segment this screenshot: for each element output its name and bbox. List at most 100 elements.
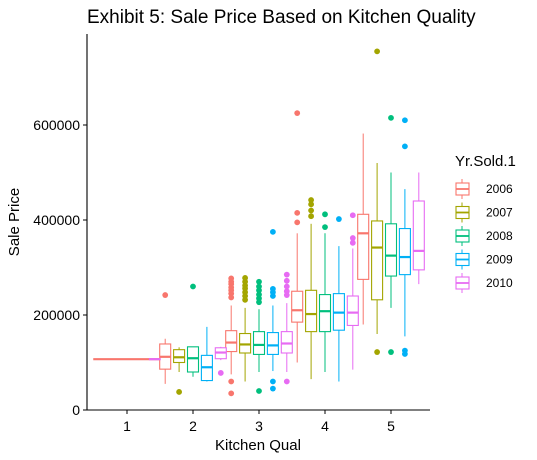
box-2006-cat-2 — [159, 292, 172, 384]
box-2006-cat-4 — [291, 110, 304, 363]
y-tick-label: 400000 — [33, 212, 80, 228]
outlier-point — [402, 117, 408, 124]
box-body — [346, 295, 359, 327]
box-2009-cat-2 — [200, 326, 213, 382]
box-2010-cat-2 — [214, 346, 227, 376]
box-2007-cat-2 — [173, 347, 186, 395]
outlier-point — [228, 378, 235, 385]
legend-label: 2009 — [486, 253, 513, 267]
legend-label: 2006 — [486, 182, 513, 196]
outlier-point — [402, 143, 408, 150]
box-body — [357, 213, 370, 280]
box-2007-cat-3 — [239, 275, 252, 382]
y-tick-label: 200000 — [33, 307, 80, 323]
box-body — [384, 223, 398, 277]
x-tick-label: 2 — [189, 418, 197, 434]
outlier-point — [388, 114, 394, 121]
outlier-point — [322, 211, 328, 218]
y-tick-label: 600000 — [33, 117, 80, 133]
box-2007-cat-5 — [371, 48, 384, 355]
outlier-point — [256, 278, 262, 285]
outlier-point — [349, 212, 356, 219]
outlier-point — [217, 370, 224, 376]
box-body — [371, 220, 384, 301]
outlier-point — [270, 378, 276, 385]
outlier-point — [283, 283, 290, 290]
outlier-point — [283, 378, 290, 385]
legend-item-2010: 2010 — [455, 273, 513, 293]
axes: 0 200000 400000 600000 1 2 3 4 5 — [33, 34, 430, 434]
outlier-point — [162, 292, 169, 298]
outlier-point — [190, 283, 196, 290]
outlier-point — [228, 390, 235, 397]
y-axis-title: Sale Price — [6, 188, 23, 256]
x-tick-label: 3 — [255, 418, 263, 434]
outlier-point — [322, 224, 328, 231]
box-body — [252, 331, 266, 355]
x-tick-label: 4 — [321, 418, 329, 434]
box-2008-cat-2 — [186, 283, 200, 377]
legend-item-2006: 2006 — [455, 179, 513, 199]
box-body — [412, 200, 425, 271]
legend: 2006 2007 2008 2009 2010 — [455, 179, 513, 293]
box-2008-cat-5 — [384, 114, 398, 355]
outlier-point — [336, 216, 342, 222]
box-body — [173, 349, 186, 364]
outlier-point — [270, 285, 276, 292]
box-body — [280, 331, 293, 354]
outlier-point — [374, 349, 380, 355]
outlier-point — [256, 291, 262, 298]
outlier-point — [283, 288, 290, 295]
x-tick-label: 1 — [123, 418, 131, 434]
box-2010-cat-4 — [346, 212, 359, 370]
legend-item-2008: 2008 — [455, 226, 513, 246]
outlier-point — [294, 110, 301, 117]
box-body — [225, 330, 238, 353]
box-2009-cat-5 — [398, 117, 411, 357]
outlier-point — [294, 219, 301, 226]
x-axis-title: Kitchen Qual — [215, 437, 301, 454]
legend-label: 2008 — [486, 229, 513, 243]
outlier-point — [308, 201, 314, 208]
box-2006-cat-5 — [357, 133, 370, 325]
outlier-point — [308, 213, 314, 220]
box-2008-cat-4 — [318, 211, 332, 372]
outlier-point — [283, 277, 290, 284]
box-2006-cat-3 — [225, 275, 238, 397]
outlier-point — [349, 239, 356, 246]
outlier-point — [228, 275, 235, 282]
legend-item-2007: 2007 — [455, 202, 513, 223]
outlier-point — [294, 209, 301, 216]
x-tick-label: 5 — [387, 418, 395, 434]
box-body — [266, 332, 279, 355]
plot-area — [93, 48, 425, 397]
outlier-point — [349, 235, 356, 241]
outlier-point — [256, 283, 262, 290]
outlier-point — [308, 207, 314, 214]
box-body — [305, 289, 318, 333]
legend-title: Yr.Sold.1 — [455, 153, 516, 170]
outlier-point — [176, 389, 183, 395]
outlier-point — [242, 275, 249, 281]
box-2009-cat-3 — [266, 228, 279, 392]
box-2008-cat-3 — [252, 278, 266, 394]
outlier-point — [256, 388, 262, 394]
box-2007-cat-4 — [305, 197, 318, 380]
outlier-point — [270, 228, 276, 235]
legend-item-2009: 2009 — [455, 249, 513, 270]
box-2010-cat-3 — [280, 271, 293, 385]
legend-label: 2007 — [486, 206, 513, 220]
y-tick-label: 0 — [72, 402, 80, 418]
outlier-point — [374, 48, 380, 55]
box-2010-cat-5 — [412, 172, 425, 285]
outlier-point — [270, 385, 276, 392]
box-body — [239, 332, 252, 354]
box-2009-cat-4 — [332, 216, 345, 382]
legend-label: 2010 — [486, 276, 513, 290]
box-body — [186, 346, 200, 373]
box-body — [398, 228, 411, 276]
box-body — [291, 290, 304, 323]
outlier-point — [402, 351, 408, 357]
outlier-point — [308, 197, 314, 203]
